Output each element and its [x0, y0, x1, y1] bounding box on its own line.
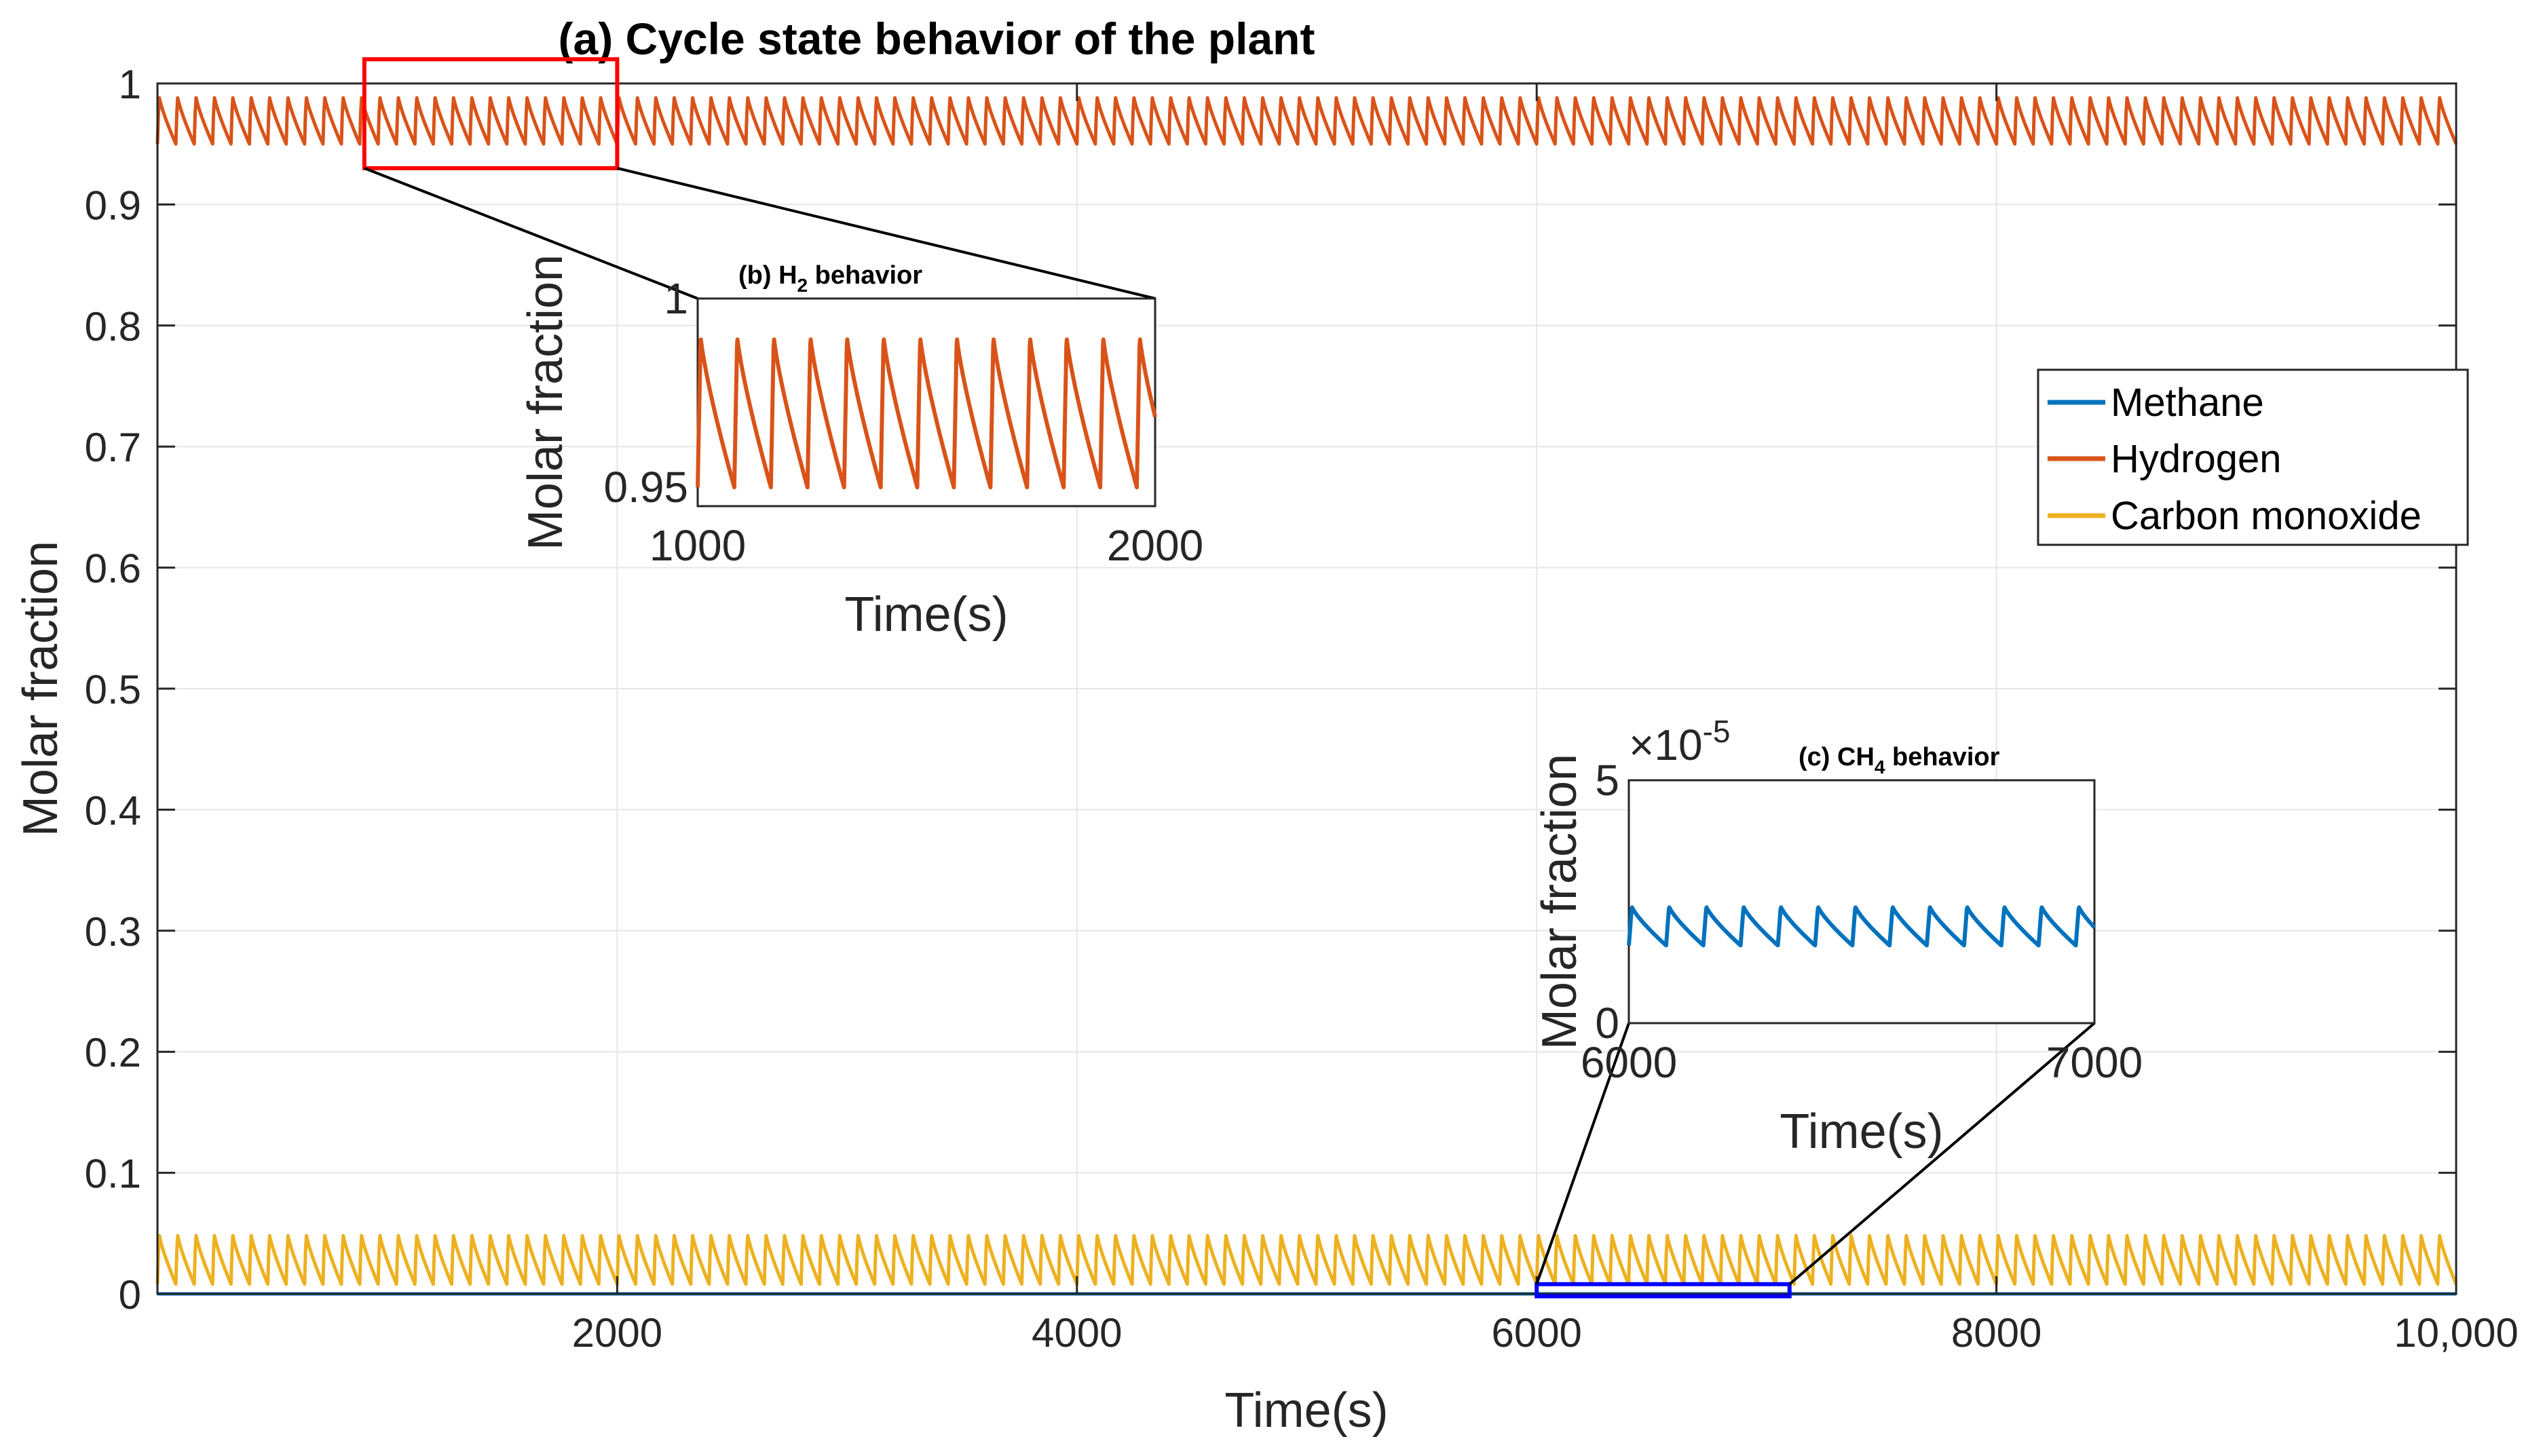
zoom-connector — [1788, 1022, 2096, 1286]
zoom-connector — [1535, 1022, 1630, 1285]
inset-x-tick-label: 6000 — [1581, 1038, 1677, 1087]
inset-series-line-hydrogen — [696, 337, 1157, 490]
inset-y-axis-label: Molar fraction — [1532, 754, 1587, 1050]
inset-y-tick-label: 5 — [1595, 756, 1619, 805]
zoom-connector — [616, 166, 1156, 300]
y-tick-label: 0.1 — [85, 1151, 141, 1197]
y-tick-label: 0.3 — [85, 909, 141, 955]
zoom-box-h2 — [362, 57, 620, 170]
inset-y-tick-label: 0 — [1595, 999, 1619, 1048]
legend-box — [2037, 368, 2469, 546]
inset-x-tick-label: 7000 — [2046, 1038, 2143, 1087]
x-axis-label: Time(s) — [1224, 1383, 1388, 1438]
y-tick-label: 1 — [119, 62, 141, 107]
series-line-carbon-monoxide — [155, 1233, 2458, 1286]
x-tick-label: 4000 — [1032, 1310, 1122, 1356]
inset-y-tick-label: 0.95 — [603, 463, 688, 512]
legend-label-carbon-monoxide: Carbon monoxide — [2111, 494, 2422, 538]
legend-label-hydrogen: Hydrogen — [2111, 437, 2281, 481]
y-tick-label: 0.2 — [85, 1030, 141, 1075]
inset-x-axis-label: Time(s) — [1780, 1105, 1943, 1159]
y-tick-label: 0.8 — [85, 304, 141, 349]
y-tick-label: 0.5 — [85, 667, 141, 712]
zoom-indicators — [362, 57, 2096, 1299]
x-tick-label: 2000 — [572, 1310, 662, 1356]
inset-title: (c) CH4 behavior — [1799, 743, 2000, 778]
inset-y-axis-label: Molar fraction — [519, 254, 573, 550]
series-layer — [155, 96, 2458, 1296]
inset-series-line-methane — [1627, 905, 2096, 948]
inset-x-tick-label: 1000 — [650, 521, 746, 570]
zoom-connector — [364, 167, 698, 300]
legend-label-methane: Methane — [2111, 381, 2264, 425]
inset-ch4-behavior: (c) CH4 behavior 6000 7000 0 5 Time(s) Molar f… — [1532, 714, 2143, 1159]
inset-frame — [1627, 779, 2096, 1024]
y-tick-label: 0.6 — [85, 546, 141, 592]
inset-title: (b) H2 behavior — [738, 261, 922, 296]
series-line-hydrogen — [155, 96, 2458, 146]
y-tick-label: 0.4 — [85, 788, 141, 833]
x-tick-label: 6000 — [1491, 1310, 1581, 1356]
chart-title: (a) Cycle state behavior of the plant — [559, 14, 1315, 64]
y-tick-label: 0.7 — [85, 425, 141, 470]
grid — [157, 83, 2456, 1294]
y-tick-label: 0 — [119, 1272, 141, 1318]
inset-h2-behavior: (b) H2 behavior 1000 2000 0.95 1 Time(s) Molar… — [519, 254, 1203, 642]
inset-x-axis-label: Time(s) — [844, 588, 1008, 642]
zoom-box-ch4 — [1535, 1282, 1792, 1299]
legend: Methane Hydrogen Carbon monoxide — [2037, 368, 2469, 546]
inset-y-tick-label: 1 — [664, 274, 688, 323]
y-axis-label: Molar fraction — [14, 541, 68, 837]
ticks: 0 0.1 0.2 0.3 0.4 0.5 0.6 0.7 0.8 0.9 1 2000 4000 600… — [85, 62, 2519, 1356]
y-tick-label: 0.9 — [85, 183, 141, 228]
inset-exponent-label: ×10-5 — [1629, 714, 1730, 769]
x-tick-label: 8000 — [1951, 1310, 2041, 1356]
inset-x-tick-label: 2000 — [1107, 521, 1203, 570]
x-tick-label: 10,000 — [2394, 1310, 2519, 1356]
